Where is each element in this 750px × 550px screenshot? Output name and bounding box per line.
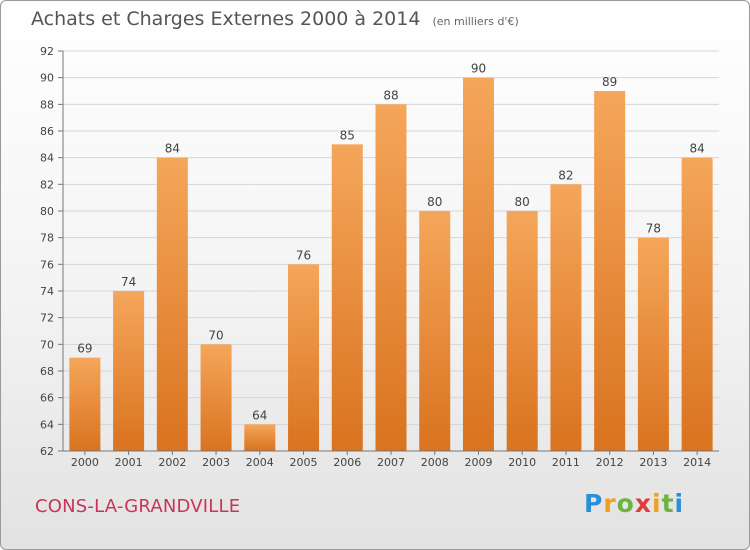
y-tick-label: 68 (40, 365, 54, 378)
y-tick-label: 66 (40, 392, 54, 405)
y-tick-label: 70 (40, 338, 54, 351)
y-tick-label: 86 (40, 125, 54, 138)
x-tick-label: 2003 (202, 456, 230, 469)
y-tick-label: 74 (40, 285, 54, 298)
y-tick-label: 76 (40, 258, 54, 271)
x-tick-label: 2000 (71, 456, 99, 469)
bar (113, 291, 145, 451)
x-tick-label: 2004 (246, 456, 274, 469)
y-tick-label: 92 (40, 45, 54, 58)
bar (681, 157, 713, 451)
y-tick-label: 80 (40, 205, 54, 218)
bar (244, 424, 276, 451)
bar (69, 357, 101, 451)
bar-value-label: 85 (340, 128, 355, 142)
bar-value-label: 88 (383, 88, 398, 102)
bar (637, 237, 669, 451)
y-tick-label: 78 (40, 232, 54, 245)
bar-value-label: 84 (165, 142, 180, 156)
commune-name: CONS-LA-GRANDVILLE (35, 496, 241, 517)
x-tick-label: 2008 (421, 456, 449, 469)
bar (419, 211, 451, 451)
axes: 62 64 66 68 70 72 74 76 78 80 82 84 86 88 90 92 2000 2001… (40, 45, 719, 469)
bar-value-label: 74 (121, 275, 136, 289)
bar (375, 104, 407, 451)
x-tick-label: 2009 (464, 456, 492, 469)
proxiti-logo: Proxiti (584, 489, 685, 518)
x-tick-label: 2007 (377, 456, 405, 469)
bar (462, 77, 494, 452)
x-tick-label: 2001 (115, 456, 143, 469)
bar (594, 91, 626, 451)
x-tick-label: 2013 (639, 456, 667, 469)
bar-value-label: 69 (77, 342, 92, 356)
bar (200, 344, 232, 451)
x-tick-label: 2014 (683, 456, 711, 469)
x-tick-label: 2006 (333, 456, 361, 469)
bar-value-label: 80 (515, 195, 530, 209)
bar (506, 211, 538, 451)
y-tick-label: 90 (40, 72, 54, 85)
x-tick-label: 2012 (596, 456, 624, 469)
bar-value-label: 76 (296, 248, 311, 262)
x-tick-label: 2010 (508, 456, 536, 469)
y-tick-label: 82 (40, 178, 54, 191)
bar-value-label: 70 (208, 328, 223, 342)
bar-value-label: 84 (689, 142, 704, 156)
y-tick-label: 64 (40, 418, 54, 431)
bars (69, 77, 713, 452)
bar-value-label: 89 (602, 75, 617, 89)
chart-title-text: Achats et Charges Externes 2000 à 2014 (31, 8, 421, 30)
bar-value-label: 80 (427, 195, 442, 209)
x-tick-label: 2011 (552, 456, 580, 469)
y-tick-label: 72 (40, 312, 54, 325)
bar-value-label: 78 (646, 222, 661, 236)
chart-unit: (en milliers d'€) (432, 15, 519, 28)
bar-value-label: 64 (252, 408, 267, 422)
x-tick-label: 2002 (158, 456, 186, 469)
y-tick-label: 62 (40, 445, 54, 458)
y-tick-label: 84 (40, 152, 54, 165)
bar-value-label: 82 (558, 168, 573, 182)
bar (288, 264, 320, 451)
bar (156, 157, 188, 451)
bar (331, 144, 363, 452)
bar (550, 184, 582, 452)
chart-title: Achats et Charges Externes 2000 à 2014 (e… (31, 8, 519, 30)
x-tick-label: 2005 (290, 456, 318, 469)
bar-value-label: 90 (471, 62, 486, 76)
y-tick-label: 88 (40, 98, 54, 111)
value-labels: 69 74 84 70 64 76 85 88 80 90 80 82 89 78 84 (77, 62, 705, 423)
